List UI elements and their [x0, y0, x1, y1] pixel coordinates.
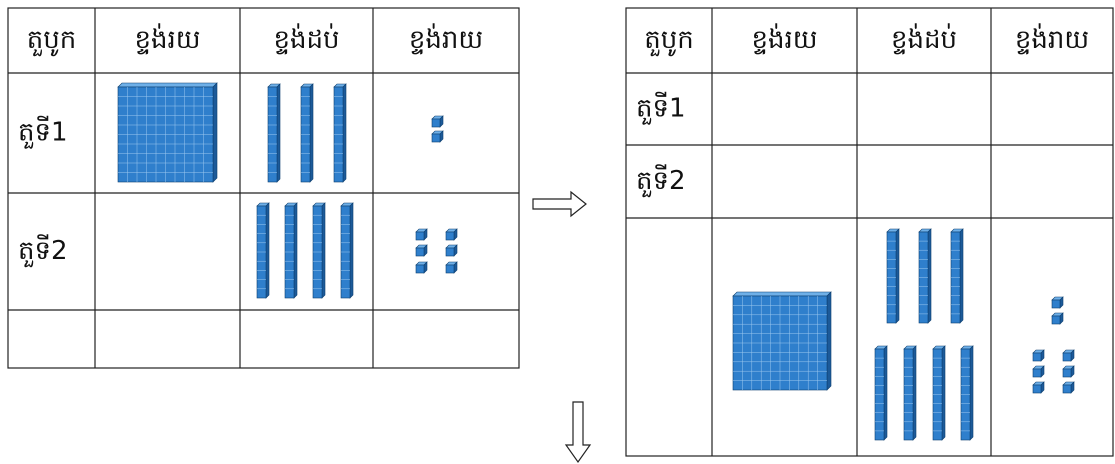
one-cube	[1051, 296, 1064, 309]
one-cube	[431, 130, 444, 143]
table-border	[625, 7, 1114, 457]
header-cell: តួបូក	[644, 25, 694, 57]
ten-rod	[960, 345, 974, 441]
one-cube	[1062, 381, 1075, 394]
block-front	[1032, 352, 1042, 362]
table: តួបូក ខ្ទង់រយ ខ្ទង់ដប់ ខ្ទង់រាយតួទី1 តួទី2	[625, 7, 1114, 457]
hundred-flat	[732, 291, 832, 391]
block-side	[321, 202, 326, 299]
header-cell: ខ្ទង់រាយ	[409, 23, 483, 55]
block-side	[349, 202, 354, 299]
block-front	[1032, 368, 1042, 378]
block-side	[895, 228, 900, 324]
table: តួបូក ខ្ទង់រយ ខ្ទង់ដប់ ខ្ទង់រាយតួទី1 តួទី2	[7, 7, 520, 369]
block-front	[415, 231, 425, 241]
block-top	[732, 291, 832, 297]
one-cube	[415, 261, 428, 274]
ten-rod	[333, 83, 347, 183]
block-side	[265, 202, 270, 299]
one-cube	[1062, 349, 1075, 362]
header-cell: ខ្ទង់រយ	[751, 23, 817, 55]
row-label: តួទី1	[636, 92, 686, 126]
ten-rod	[903, 345, 917, 441]
one-cube	[445, 261, 458, 274]
ten-rod	[267, 83, 281, 183]
one-cube	[431, 115, 444, 128]
block-front	[1032, 384, 1042, 394]
block-front	[415, 247, 425, 257]
hundred-flat	[117, 82, 218, 183]
ten-rod	[874, 345, 888, 441]
ten-rod	[256, 202, 270, 299]
block-front	[1051, 315, 1061, 325]
one-cube	[415, 228, 428, 241]
table-border	[7, 7, 520, 369]
row-label: តួទី2	[18, 234, 68, 268]
header-cell: តួបូក	[27, 25, 77, 57]
ten-rod	[950, 228, 964, 324]
block-side	[941, 345, 946, 441]
block-side	[927, 228, 932, 324]
block-front	[1062, 384, 1072, 394]
block-side	[309, 83, 314, 183]
block-side	[293, 202, 298, 299]
block-front	[445, 231, 455, 241]
ten-rod	[932, 345, 946, 441]
block-side	[212, 82, 218, 183]
arrow-right	[532, 190, 587, 218]
row-label: តួទី1	[18, 116, 68, 150]
ten-rod	[312, 202, 326, 299]
block-side	[912, 345, 917, 441]
arrow-down	[564, 401, 592, 464]
header-cell: ខ្ទង់ដប់	[891, 23, 957, 55]
block-side	[342, 83, 347, 183]
block-front	[1062, 368, 1072, 378]
block-front	[445, 264, 455, 274]
ten-rod	[340, 202, 354, 299]
one-cube	[1032, 381, 1045, 394]
one-cube	[445, 228, 458, 241]
one-cube	[1062, 365, 1075, 378]
block-side	[276, 83, 281, 183]
ten-rod	[886, 228, 900, 324]
header-cell: ខ្ទង់ដប់	[273, 23, 339, 55]
ten-rod	[300, 83, 314, 183]
header-cell: ខ្ទង់រាយ	[1015, 23, 1089, 55]
row-label: តួទី2	[636, 164, 686, 198]
block-front	[1051, 299, 1061, 309]
block-side	[969, 345, 974, 441]
header-cell: ខ្ទង់រយ	[134, 23, 200, 55]
block-front	[431, 118, 441, 128]
ten-rod	[284, 202, 298, 299]
block-front	[1062, 352, 1072, 362]
one-cube	[415, 244, 428, 257]
block-front	[445, 247, 455, 257]
ten-rod	[918, 228, 932, 324]
block-front	[415, 264, 425, 274]
one-cube	[445, 244, 458, 257]
block-front	[431, 133, 441, 143]
block-top	[117, 82, 218, 88]
one-cube	[1032, 365, 1045, 378]
one-cube	[1032, 349, 1045, 362]
block-side	[883, 345, 888, 441]
block-side	[826, 291, 832, 391]
block-side	[959, 228, 964, 324]
one-cube	[1051, 312, 1064, 325]
